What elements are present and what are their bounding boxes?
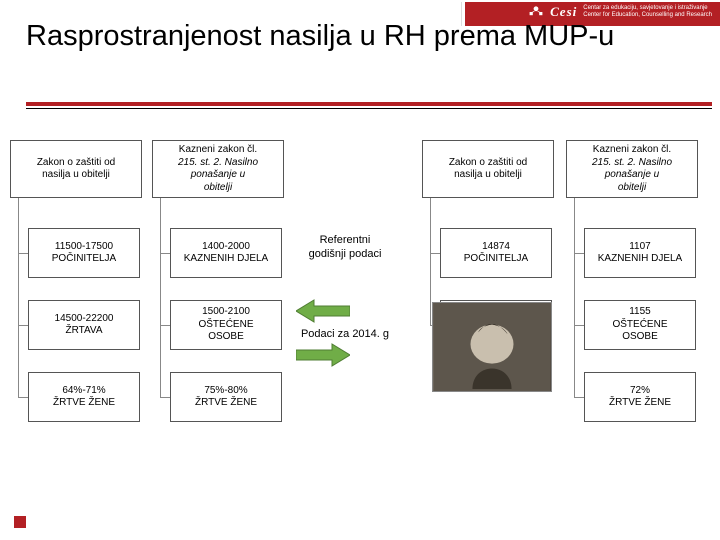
col-1-row-2-line-0: 75%-80%	[204, 385, 247, 398]
center-label-2014: Podaci za 2014. g	[300, 328, 390, 342]
col-3-row-2-line-1: ŽRTVE ŽENE	[609, 397, 671, 410]
brand-mark-icon	[528, 4, 544, 20]
footer-square-icon	[14, 516, 26, 528]
col-1-row-2-line-1: ŽRTVE ŽENE	[195, 397, 257, 410]
brand-tagline: Centar za edukaciju, savjetovanje i istr…	[583, 5, 712, 18]
col-1-row-0-line-0: 1400-2000	[202, 241, 250, 254]
connector	[18, 397, 28, 398]
col-0-row-1-box: 14500-22200ŽRTAVA	[28, 300, 140, 350]
col-1-header: Kazneni zakon čl.215. st. 2. Nasilnopona…	[152, 140, 284, 198]
col-3-row-0-line-1: KAZNENIH DJELA	[598, 253, 682, 266]
connector	[160, 198, 161, 397]
col-2-header: Zakon o zaštiti odnasilja u obitelji	[422, 140, 554, 198]
col-0-row-0-line-1: POČINITELJA	[52, 253, 116, 266]
col-1-row-1-box: 1500-2100OŠTEĆENEOSOBE	[170, 300, 282, 350]
col-3-row-2-line-0: 72%	[630, 385, 650, 398]
col-2-row-0-line-1: POČINITELJA	[464, 253, 528, 266]
connector	[160, 325, 170, 326]
col-2-header-line-0: Zakon o zaštiti od	[449, 157, 527, 170]
col-3-row-1-line-2: OSOBE	[622, 331, 658, 344]
connector	[18, 325, 28, 326]
col-0-header-line-1: nasilja u obitelji	[42, 169, 110, 182]
brand-tag-hr: Centar za edukaciju, savjetovanje i istr…	[583, 5, 707, 11]
arrow-right-icon	[296, 342, 350, 368]
col-3-header-line-2: ponašanje u	[605, 169, 660, 182]
col-0-row-0-box: 11500-17500POČINITELJA	[28, 228, 140, 278]
col-2-row-0-line-0: 14874	[482, 241, 510, 254]
brand-name: Cesi	[550, 4, 577, 20]
col-3-row-1-box: 1155OŠTEĆENEOSOBE	[584, 300, 696, 350]
col-1-row-1-line-2: OSOBE	[208, 331, 244, 344]
col-1-row-1-line-0: 1500-2100	[202, 306, 250, 319]
connector	[574, 325, 584, 326]
col-3-header-line-3: obitelji	[618, 182, 646, 195]
col-0-row-1-line-0: 14500-22200	[55, 313, 114, 326]
col-1-header-line-2: ponašanje u	[191, 169, 246, 182]
col-3-row-1-line-1: OŠTEĆENE	[612, 319, 667, 332]
col-0-row-2-line-1: ŽRTVE ŽENE	[53, 397, 115, 410]
title-underline	[26, 102, 712, 109]
col-0-header: Zakon o zaštiti odnasilja u obitelji	[10, 140, 142, 198]
col-2-row-0-box: 14874POČINITELJA	[440, 228, 552, 278]
col-0-row-0-line-0: 11500-17500	[55, 241, 113, 254]
col-1-row-1-line-1: OŠTEĆENE	[198, 319, 253, 332]
col-3-header-line-1: 215. st. 2. Nasilno	[592, 157, 672, 170]
col-3-header: Kazneni zakon čl.215. st. 2. Nasilnopona…	[566, 140, 698, 198]
page-title: Rasprostranjenost nasilja u RH prema MUP…	[26, 20, 686, 53]
connector	[18, 253, 28, 254]
arrow-left-icon	[296, 298, 350, 324]
connector	[574, 397, 584, 398]
connector	[430, 253, 440, 254]
slide: Cesi Centar za edukaciju, savjetovanje i…	[0, 0, 720, 540]
col-2-header-line-1: nasilja u obitelji	[454, 169, 522, 182]
brand-logo: Cesi Centar za edukaciju, savjetovanje i…	[528, 4, 712, 20]
connector	[574, 253, 584, 254]
col-3-row-2-box: 72%ŽRTVE ŽENE	[584, 372, 696, 422]
connector	[160, 253, 170, 254]
col-3-row-1-line-0: 1155	[629, 306, 651, 319]
col-1-row-0-box: 1400-2000KAZNENIH DJELA	[170, 228, 282, 278]
col-3-row-0-line-0: 1107	[629, 241, 651, 254]
col-1-header-line-3: obitelji	[204, 182, 232, 195]
connector	[574, 198, 575, 397]
col-3-header-line-0: Kazneni zakon čl.	[593, 144, 671, 157]
col-3-row-0-box: 1107KAZNENIH DJELA	[584, 228, 696, 278]
col-0-header-line-0: Zakon o zaštiti od	[37, 157, 115, 170]
violence-photo	[432, 302, 552, 392]
connector	[430, 198, 431, 325]
col-0-row-2-line-0: 64%-71%	[62, 385, 105, 398]
connector	[18, 198, 19, 397]
col-1-row-0-line-1: KAZNENIH DJELA	[184, 253, 268, 266]
col-1-row-2-box: 75%-80%ŽRTVE ŽENE	[170, 372, 282, 422]
connector	[160, 397, 170, 398]
col-1-header-line-1: 215. st. 2. Nasilno	[178, 157, 258, 170]
col-1-header-line-0: Kazneni zakon čl.	[179, 144, 257, 157]
center-label-referentni: Referentni godišnji podaci	[300, 234, 390, 262]
brand-tag-en: Center for Education, Counselling and Re…	[583, 12, 712, 18]
col-0-row-2-box: 64%-71%ŽRTVE ŽENE	[28, 372, 140, 422]
diagram-area: Zakon o zaštiti odnasilja u obitelji1150…	[0, 118, 720, 528]
col-0-row-1-line-1: ŽRTAVA	[65, 325, 102, 338]
